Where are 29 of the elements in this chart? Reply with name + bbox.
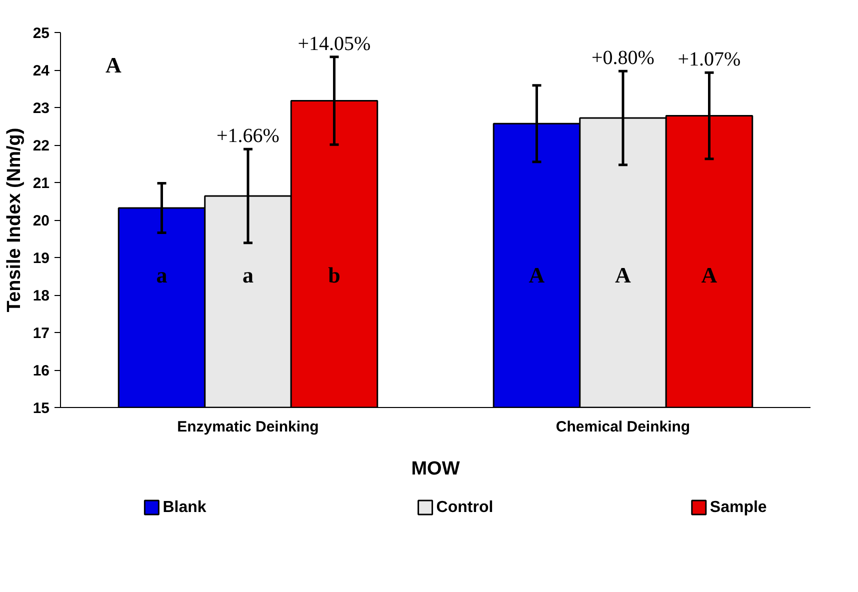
annotation: +1.66%: [216, 125, 280, 148]
y-tick-label: 23: [32, 100, 50, 117]
y-tick-label: 15: [32, 400, 50, 417]
annotation: a: [242, 262, 254, 288]
y-tick-label: 22: [32, 138, 50, 154]
annotation: +1.07%: [678, 48, 741, 71]
y-tick-label: 17: [32, 325, 50, 342]
y-tick-label: 21: [32, 175, 50, 192]
legend-label: Blank: [162, 499, 206, 516]
annotation: A: [701, 262, 718, 288]
annotation: A: [106, 52, 122, 78]
y-tick-label: 24: [32, 62, 50, 80]
legend-label: Sample: [710, 499, 767, 516]
annotation: a: [156, 262, 168, 288]
y-tick-label: 19: [32, 250, 50, 267]
annotation: +0.80%: [592, 47, 654, 70]
annotation: b: [328, 262, 340, 288]
x-tick-label: Chemical Deinking: [556, 418, 690, 436]
y-tick-label: 16: [32, 362, 50, 380]
y-tick-label: 20: [32, 212, 50, 230]
annotation: +14.05%: [298, 32, 371, 55]
y-axis-title: Tensile Index (Nm/g): [4, 128, 25, 312]
y-tick-label: 18: [32, 288, 50, 304]
legend-label: Control: [436, 499, 494, 516]
annotation: A: [528, 262, 545, 288]
y-tick-label: 25: [32, 25, 50, 42]
x-axis-title: MOW: [411, 458, 460, 480]
x-tick-label: Enzymatic Deinking: [177, 418, 319, 436]
annotation: A: [615, 262, 632, 288]
